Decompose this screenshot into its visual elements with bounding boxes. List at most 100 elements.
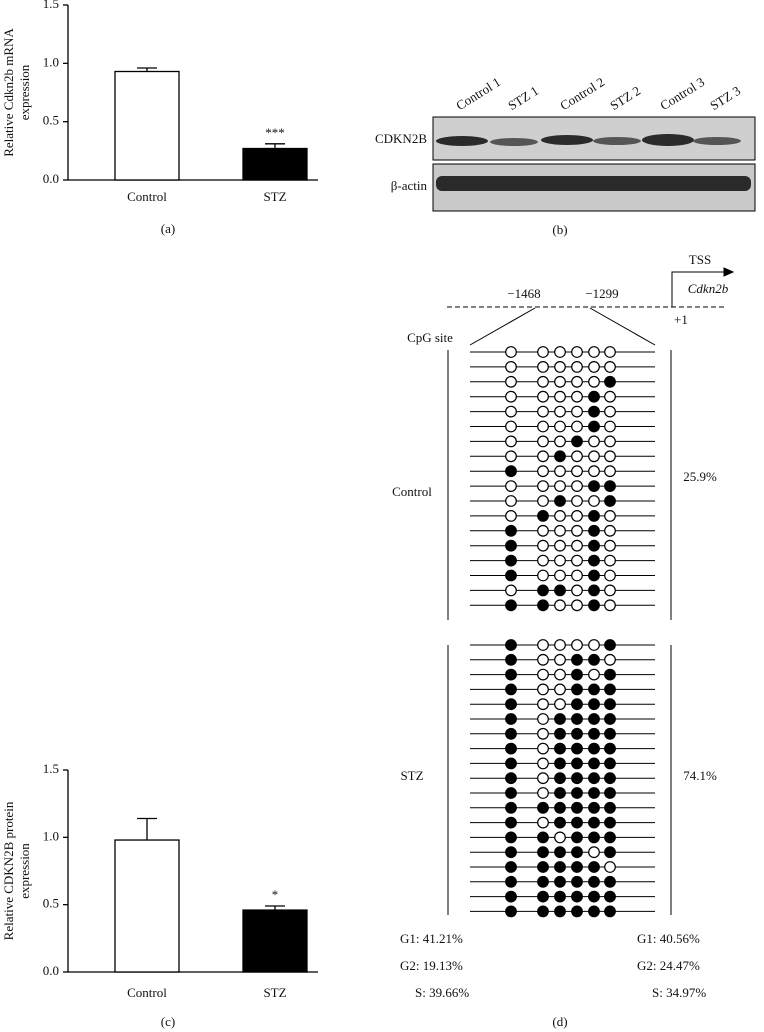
cpg-site xyxy=(604,599,616,612)
cpg-site xyxy=(537,727,549,740)
cpg-site xyxy=(588,757,600,770)
cell-cycle-stat: G2: 19.13% xyxy=(400,958,463,973)
cpg-site xyxy=(571,846,583,859)
cpg-site xyxy=(537,713,549,725)
band xyxy=(490,138,538,146)
cpg-site xyxy=(571,772,583,785)
cpg-site xyxy=(604,861,616,873)
y-tick-label: 1.0 xyxy=(43,828,59,843)
cpg-site xyxy=(554,539,566,552)
cpg-site xyxy=(571,361,583,373)
cpg-site xyxy=(505,683,517,696)
cpg-site xyxy=(505,668,517,681)
cpg-site xyxy=(554,787,566,799)
cpg-site xyxy=(505,772,517,785)
cpg-site xyxy=(505,375,517,388)
lane-label: STZ 1 xyxy=(505,83,541,113)
cpg-site xyxy=(571,599,583,612)
band xyxy=(593,137,641,145)
cpg-site xyxy=(571,905,583,918)
cpg-site xyxy=(505,861,517,873)
cpg-site xyxy=(604,524,616,537)
error-bar xyxy=(137,67,157,72)
cpg-site xyxy=(571,510,583,522)
lane-label: Control 2 xyxy=(557,74,607,113)
tss-label: TSS xyxy=(689,252,711,267)
cpg-site xyxy=(588,465,600,478)
cpg-site xyxy=(588,599,600,612)
cpg-site xyxy=(588,787,600,799)
y-tick-label: 1.5 xyxy=(43,761,59,776)
cpg-site xyxy=(554,405,566,418)
cpg-site xyxy=(571,539,583,552)
cpg-site xyxy=(571,465,583,478)
cpg-site xyxy=(604,405,616,418)
cpg-site xyxy=(604,361,616,373)
cpg-site xyxy=(554,420,566,433)
cpg-site xyxy=(505,787,517,799)
cpg-site xyxy=(604,435,616,448)
cpg-site xyxy=(571,787,583,799)
cpg-site xyxy=(537,569,549,582)
x-tick-label: STZ xyxy=(263,985,286,1000)
cpg-site xyxy=(505,361,517,373)
cpg-site xyxy=(571,450,583,463)
cpg-site xyxy=(588,539,600,552)
cpg-site xyxy=(554,772,566,785)
cpg-site xyxy=(505,816,517,829)
cpg-site xyxy=(554,757,566,770)
cpg-site xyxy=(604,742,616,755)
cpg-site xyxy=(537,653,549,666)
cpg-site xyxy=(505,510,517,522)
cpg-site xyxy=(588,653,600,666)
region-start: −1468 xyxy=(507,286,540,301)
cpg-site xyxy=(571,742,583,755)
cpg-site xyxy=(571,390,583,403)
cpg-site xyxy=(537,698,549,711)
cpg-site xyxy=(588,569,600,582)
plus-one: +1 xyxy=(674,312,688,327)
cpg-site xyxy=(571,405,583,418)
cpg-site xyxy=(571,861,583,873)
cpg-site xyxy=(505,554,517,567)
cpg-site xyxy=(588,890,600,903)
y-axis-label: Relative CDKN2B protein xyxy=(1,801,16,940)
methylation-percent: 74.1% xyxy=(683,768,717,783)
error-bar xyxy=(265,143,285,149)
cpg-site xyxy=(554,450,566,463)
cpg-site xyxy=(571,569,583,582)
group-label: STZ xyxy=(400,768,423,783)
cpg-label: CpG site xyxy=(407,330,453,345)
x-tick-label: Control xyxy=(127,189,167,204)
cpg-site xyxy=(571,435,583,448)
cpg-site xyxy=(571,875,583,888)
cpg-site xyxy=(571,713,583,725)
cpg-site xyxy=(554,639,566,651)
cpg-site xyxy=(604,801,616,814)
cpg-site xyxy=(588,584,600,597)
cpg-site xyxy=(604,846,616,859)
group-label: Control xyxy=(392,484,432,499)
cpg-site xyxy=(604,639,616,651)
cpg-site xyxy=(604,653,616,666)
cpg-site xyxy=(604,375,616,388)
cpg-site xyxy=(571,495,583,507)
cpg-site xyxy=(554,831,566,844)
y-tick-label: 0.5 xyxy=(43,896,59,911)
cpg-site xyxy=(588,831,600,844)
gene-label: Cdkn2b xyxy=(688,281,729,296)
cpg-site xyxy=(505,390,517,403)
cpg-site xyxy=(537,495,549,507)
cpg-site xyxy=(554,435,566,448)
cpg-site xyxy=(505,495,517,507)
cpg-site xyxy=(554,727,566,740)
cpg-site xyxy=(604,346,616,358)
y-tick-label: 0.5 xyxy=(43,113,59,128)
cpg-site xyxy=(505,465,517,478)
cpg-site xyxy=(505,831,517,844)
cpg-site xyxy=(554,554,566,567)
cpg-site xyxy=(571,480,583,493)
y-tick-label: 1.5 xyxy=(43,0,59,11)
cpg-site xyxy=(588,495,600,507)
cpg-site xyxy=(571,653,583,666)
